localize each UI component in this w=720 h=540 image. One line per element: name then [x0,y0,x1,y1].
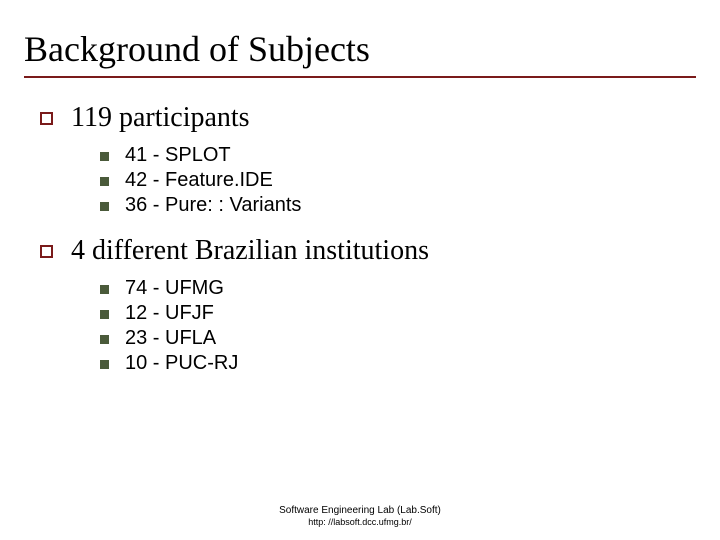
bullet-level2: 36 - Pure: : Variants [100,194,696,217]
bullet-level1: 119 participants [40,102,696,134]
bullet-level2: 74 - UFMG [100,277,696,300]
level2-group: 74 - UFMG 12 - UFJF 23 - UFLA 10 - PUC-R… [100,277,696,375]
level2-text: 23 - UFLA [125,327,216,350]
filled-square-icon [100,285,109,294]
level1-text: 4 different Brazilian institutions [71,235,429,267]
bullet-level1: 4 different Brazilian institutions [40,235,696,267]
filled-square-icon [100,360,109,369]
level2-text: 12 - UFJF [125,302,214,325]
level2-group: 41 - SPLOT 42 - Feature.IDE 36 - Pure: :… [100,144,696,217]
filled-square-icon [100,202,109,211]
level2-text: 10 - PUC-RJ [125,352,238,375]
bullet-level2: 23 - UFLA [100,327,696,350]
hollow-square-icon [40,245,53,258]
level1-text: 119 participants [71,102,250,134]
slide-title: Background of Subjects [24,28,696,78]
bullet-level2: 10 - PUC-RJ [100,352,696,375]
level2-text: 41 - SPLOT [125,144,231,167]
slide-footer: Software Engineering Lab (Lab.Soft) http… [0,505,720,528]
level2-text: 42 - Feature.IDE [125,169,273,192]
hollow-square-icon [40,112,53,125]
slide: Background of Subjects 119 participants … [0,0,720,375]
footer-line1: Software Engineering Lab (Lab.Soft) [0,505,720,517]
level2-text: 74 - UFMG [125,277,224,300]
bullet-level2: 41 - SPLOT [100,144,696,167]
filled-square-icon [100,335,109,344]
footer-line2: http: //labsoft.dcc.ufmg.br/ [0,517,720,528]
filled-square-icon [100,177,109,186]
bullet-level2: 12 - UFJF [100,302,696,325]
filled-square-icon [100,310,109,319]
filled-square-icon [100,152,109,161]
bullet-level2: 42 - Feature.IDE [100,169,696,192]
level2-text: 36 - Pure: : Variants [125,194,301,217]
